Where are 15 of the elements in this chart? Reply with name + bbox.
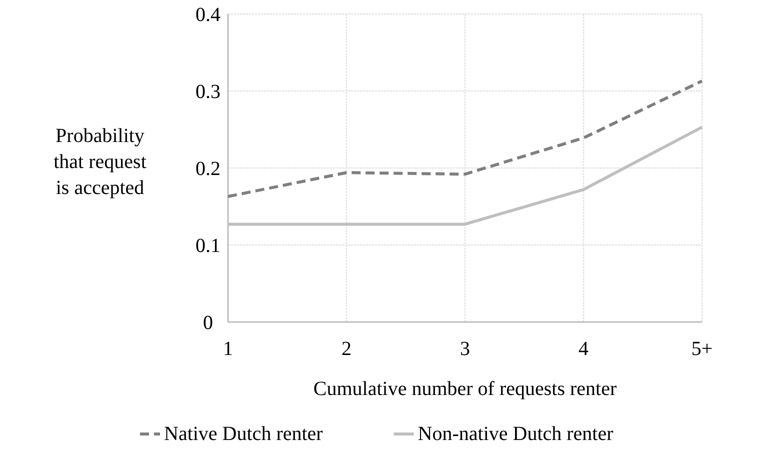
- x-tick-label: 4: [578, 338, 588, 360]
- y-axis-title: Probability that request is accepted: [54, 125, 147, 199]
- x-tick-label: 1: [223, 338, 233, 360]
- y-tick-label: 0.1: [196, 235, 220, 257]
- legend-label: Native Dutch renter: [164, 423, 324, 445]
- x-tick-label: 5+: [691, 338, 713, 360]
- y-tick-label: 0.3: [196, 81, 220, 103]
- y-tick-label: 0.4: [196, 4, 220, 26]
- line-series: [226, 79, 704, 198]
- x-axis-title: Cumulative number of requests renter: [313, 378, 617, 400]
- y-tick-label: 0.2: [196, 158, 220, 180]
- legend-label: Non-native Dutch renter: [418, 423, 614, 445]
- y-tick-label: 0: [203, 312, 213, 334]
- x-tick-label: 3: [460, 338, 470, 360]
- x-tick-label: 2: [342, 338, 352, 360]
